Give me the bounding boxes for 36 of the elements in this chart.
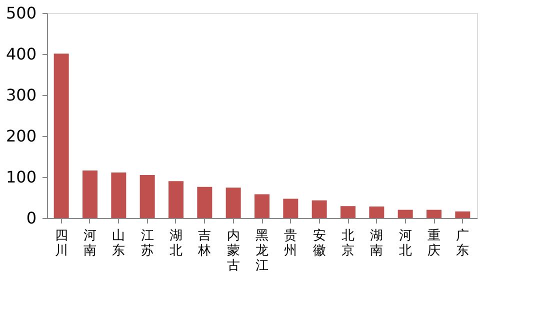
bar <box>340 206 356 218</box>
bar <box>140 174 155 218</box>
x-tick-label: 山东 <box>112 228 126 258</box>
y-tick-label: 500 <box>6 4 36 22</box>
x-tick-label: 重庆 <box>428 228 440 258</box>
bar <box>369 206 384 218</box>
bar <box>168 181 184 218</box>
x-tick-label: 内蒙古 <box>226 228 240 274</box>
bar <box>197 186 212 218</box>
bar <box>111 172 126 218</box>
bar <box>455 211 470 218</box>
x-tick-label: 黑龙江 <box>256 228 268 274</box>
bar <box>54 54 69 218</box>
x-tick-label: 江苏 <box>140 228 154 258</box>
x-tick-label: 湖南 <box>370 228 384 258</box>
bar <box>254 194 270 218</box>
y-tick-label: 400 <box>6 44 36 64</box>
x-tick-label: 吉林 <box>197 228 212 258</box>
bar <box>283 198 298 218</box>
bar <box>312 200 327 218</box>
bar <box>398 210 413 218</box>
x-tick-label: 河北 <box>398 228 412 258</box>
bar <box>82 170 98 218</box>
x-tick-label: 四川 <box>54 228 68 258</box>
bar <box>426 210 442 218</box>
y-tick-label: 100 <box>6 168 36 186</box>
x-tick-label: 贵州 <box>284 228 298 258</box>
x-tick-label: 安徽 <box>312 228 326 258</box>
y-tick-label: 0 <box>26 208 36 228</box>
y-tick-label: 200 <box>6 126 36 146</box>
x-tick-label: 北京 <box>342 228 354 258</box>
x-tick-label: 湖北 <box>170 228 182 258</box>
bar <box>226 188 241 218</box>
x-tick-label: 广东 <box>456 228 470 258</box>
x-tick-label: 河南 <box>84 228 96 258</box>
y-tick-label: 300 <box>6 86 36 104</box>
